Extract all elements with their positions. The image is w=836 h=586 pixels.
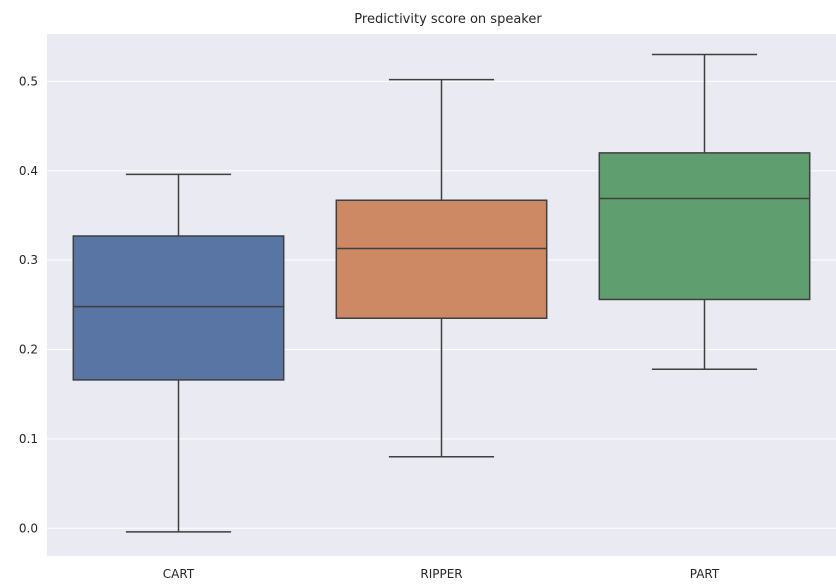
y-axis-ticks: 0.0 0.1 0.2 0.3 0.4 0.5: [19, 74, 38, 535]
box-group: [335, 78, 548, 458]
boxes: [72, 53, 811, 533]
y-tick-label: 0.0: [19, 521, 38, 535]
y-tick-label: 0.2: [19, 343, 38, 357]
y-tick-label: 0.4: [19, 164, 38, 178]
box-iqr: [335, 199, 548, 319]
box-group: [72, 173, 285, 533]
y-tick-label: 0.5: [19, 74, 38, 88]
y-tick-label: 0.1: [19, 432, 38, 446]
box-iqr: [72, 235, 285, 381]
box-group: [598, 53, 811, 370]
x-tick-label: RIPPER: [420, 567, 462, 581]
x-tick-label: CART: [163, 567, 195, 581]
y-tick-label: 0.3: [19, 253, 38, 267]
x-tick-label: PART: [690, 567, 720, 581]
x-axis-ticks: CART RIPPER PART: [163, 567, 720, 581]
chart-title: Predictivity score on speaker: [354, 12, 542, 27]
box-iqr: [598, 152, 811, 301]
